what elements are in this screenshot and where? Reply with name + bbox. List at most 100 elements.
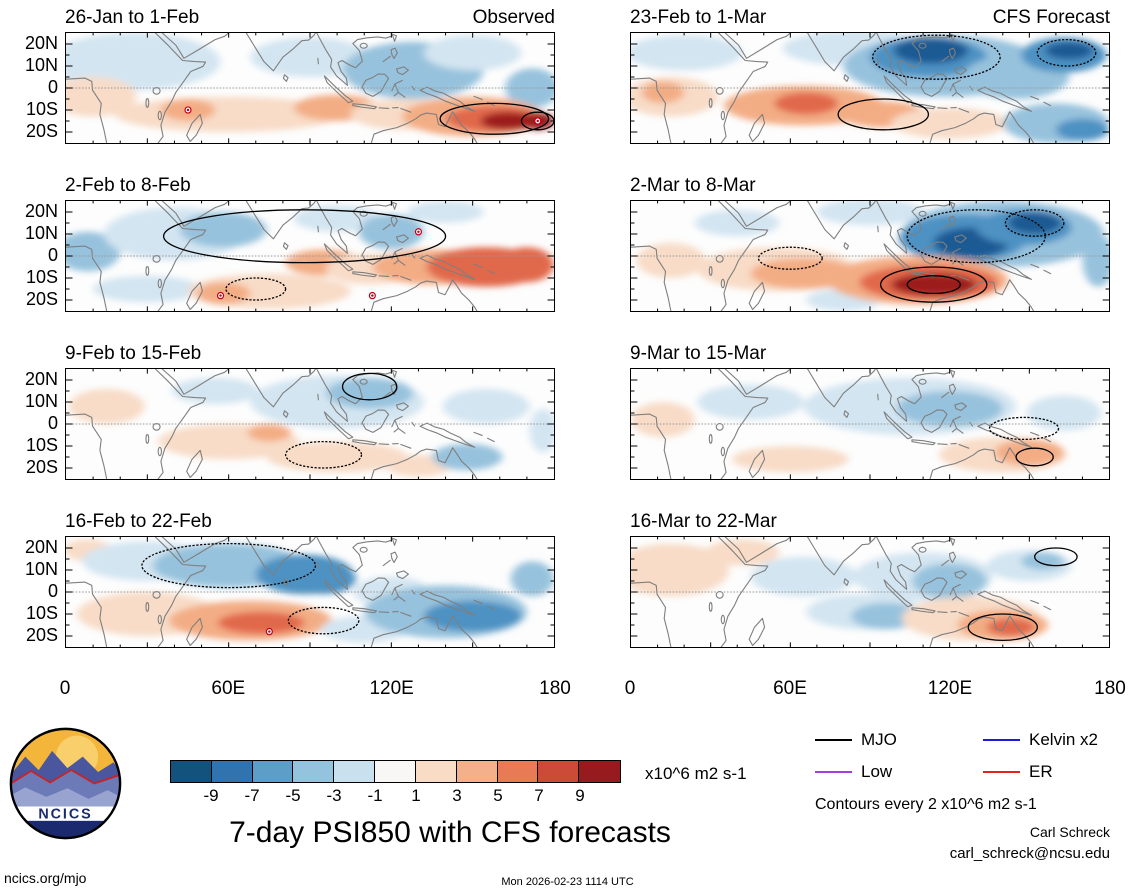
y-tick-label: 0 [47,413,58,433]
panel-title: 23-Feb to 1-Mar [630,7,767,28]
legend-line-swatch [815,738,852,742]
colorbar-tick: 9 [575,786,585,805]
colorbar-cell [415,761,457,782]
y-axis-labels: 20N 10N 0 10S 20S [0,510,65,648]
y-tick-label: 20S [25,121,58,141]
colorbar-tick: -1 [367,786,383,805]
colorbar-cell [252,761,294,782]
y-tick-label: 10S [25,99,58,119]
column-label-forecast: CFS Forecast [992,7,1110,28]
panel-title: 2-Feb to 8-Feb [65,175,191,196]
legend-label: Kelvin x2 [1029,730,1098,749]
y-tick-label: 10S [25,603,58,623]
y-tick-label: 10N [24,55,58,75]
footer-area: NCICS -9 -7 -5 -3 -1 1 3 5 7 9 x10^6 m2 s-1 7-day… [0,704,1135,892]
y-tick-label: 20S [25,289,58,309]
colorbar-cell [579,761,620,782]
legend-item: Kelvin x2 [983,730,1115,750]
y-tick-label: 0 [47,245,58,265]
y-tick-label: 0 [47,581,58,601]
map-panel-observed-week4 [65,536,555,648]
colorbar-tick: -3 [326,786,342,805]
panel-title: 9-Mar to 15-Mar [630,343,767,364]
colorbar-cell [375,761,416,782]
author-credit: Carl Schreck [1029,824,1110,840]
x-tick-label: 0 [59,678,71,699]
legend-item: Low [815,762,983,782]
x-axis-labels-right: 0 60E 120E 180 [625,678,1126,704]
colorbar-cell [456,761,498,782]
panel-title: 16-Mar to 22-Mar [630,511,777,532]
y-tick-label: 20N [24,369,58,389]
legend-line-swatch [815,770,852,774]
y-axis-labels: 20N 10N 0 10S 20S [0,6,65,144]
colorbar-tick: -7 [244,786,260,805]
map-panel-forecast-week3 [630,368,1110,480]
figure-title: 7-day PSI850 with CFS forecasts [229,816,671,849]
y-tick-label: 20N [24,537,58,557]
map-row-1: 20N 10N 0 10S 20S 26-Jan to 1-Feb Observed 2… [0,6,1135,144]
y-tick-label: 20N [24,33,58,53]
y-axis-labels: 20N 10N 0 10S 20S [0,342,65,480]
x-axis-row: 0 60E 120E 180 0 60E 120E 180 [0,678,1135,704]
y-tick-label: 10N [24,391,58,411]
colorbar-tick: 1 [411,786,421,805]
legend-item: ER [983,762,1115,782]
colorbar-cell [334,761,376,782]
map-panel-observed-week2 [65,200,555,312]
map-panel-forecast-week2 [630,200,1110,312]
x-tick-label: 60E [211,678,246,699]
y-tick-label: 20S [25,625,58,645]
colorbar-tick: -5 [285,786,301,805]
y-tick-label: 10N [24,559,58,579]
colorbar-units-label: x10^6 m2 s-1 [645,764,747,783]
colorbar-tick: 3 [452,786,462,805]
colorbar-tick-labels: -9 -7 -5 -3 -1 1 3 5 7 9 [170,783,621,805]
panel-title: 2-Mar to 8-Mar [630,175,756,196]
legend-line-swatch [983,770,1020,774]
y-tick-label: 20N [24,201,58,221]
ncics-logo: NCICS [9,727,122,840]
map-panel-forecast-week1 [630,32,1110,144]
x-tick-label: 0 [624,678,636,699]
colorbar-cell [293,761,335,782]
legend-item: MJO [815,730,983,750]
x-tick-label: 120E [927,678,973,699]
colorbar-tick: 5 [493,786,503,805]
map-panel-forecast-week4 [630,536,1110,648]
map-row-4: 20N 10N 0 10S 20S 16-Feb to 22-Feb 16-Mar to… [0,510,1135,648]
panel-grid: 20N 10N 0 10S 20S 26-Jan to 1-Feb Observed 2… [0,6,1135,704]
legend-label: ER [1029,762,1053,781]
colorbar-tick: -9 [203,786,219,805]
x-tick-label: 120E [369,678,414,699]
y-tick-label: 20S [25,457,58,477]
legend-label: MJO [861,730,897,749]
map-panel-observed-week1 [65,32,555,144]
colorbar: -9 -7 -5 -3 -1 1 3 5 7 9 [170,760,621,805]
x-axis-labels-left: 0 60E 120E 180 [60,678,571,704]
y-tick-label: 10S [25,435,58,455]
logo-text: NCICS [38,806,92,822]
contour-legend: MJO Kelvin x2 Low ER [815,730,1115,782]
colorbar-cells [170,760,621,783]
colorbar-tick: 7 [534,786,544,805]
x-tick-label: 180 [1094,678,1126,699]
legend-label: Low [861,762,893,781]
contour-interval-note: Contours every 2 x10^6 m2 s-1 [815,796,1037,813]
x-tick-label: 60E [773,678,807,699]
colorbar-cell [211,761,253,782]
author-email: carl_schreck@ncsu.edu [949,845,1110,862]
x-tick-label: 180 [539,678,571,699]
y-tick-label: 10S [25,267,58,287]
y-tick-label: 0 [47,77,58,97]
y-tick-label: 10N [24,223,58,243]
panel-title: 9-Feb to 15-Feb [65,343,202,364]
column-label-observed: Observed [472,7,555,28]
legend-line-swatch [983,738,1020,742]
timestamp: Mon 2026-02-23 1114 UTC [501,876,634,888]
map-row-3: 20N 10N 0 10S 20S 9-Feb to 15-Feb 9-Mar to 1… [0,342,1135,480]
panel-title: 16-Feb to 22-Feb [65,511,212,532]
colorbar-cell [171,761,212,782]
panel-title: 26-Jan to 1-Feb [65,7,200,28]
map-panel-observed-week3 [65,368,555,480]
